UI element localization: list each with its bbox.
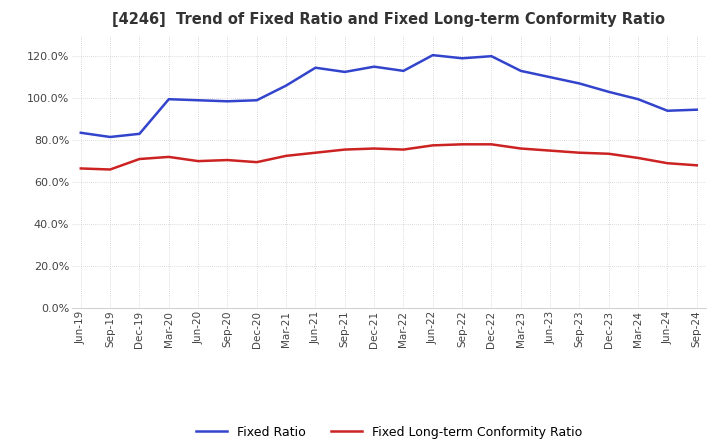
Fixed Long-term Conformity Ratio <box>399 147 408 152</box>
Fixed Ratio <box>399 68 408 73</box>
Line: Fixed Long-term Conformity Ratio: Fixed Long-term Conformity Ratio <box>81 144 697 169</box>
Fixed Long-term Conformity Ratio <box>370 146 379 151</box>
Fixed Ratio <box>282 83 290 88</box>
Fixed Ratio <box>575 81 584 86</box>
Fixed Ratio <box>106 134 114 139</box>
Fixed Long-term Conformity Ratio <box>164 154 173 160</box>
Fixed Long-term Conformity Ratio <box>135 156 144 161</box>
Fixed Ratio <box>634 96 642 102</box>
Fixed Ratio <box>223 99 232 104</box>
Fixed Ratio <box>135 131 144 136</box>
Fixed Long-term Conformity Ratio <box>76 166 85 171</box>
Title: [4246]  Trend of Fixed Ratio and Fixed Long-term Conformity Ratio: [4246] Trend of Fixed Ratio and Fixed Lo… <box>112 12 665 27</box>
Legend: Fixed Ratio, Fixed Long-term Conformity Ratio: Fixed Ratio, Fixed Long-term Conformity … <box>191 421 587 440</box>
Fixed Long-term Conformity Ratio <box>693 163 701 168</box>
Fixed Long-term Conformity Ratio <box>282 153 290 158</box>
Fixed Long-term Conformity Ratio <box>546 148 554 153</box>
Fixed Long-term Conformity Ratio <box>487 142 496 147</box>
Fixed Ratio <box>428 52 437 58</box>
Fixed Long-term Conformity Ratio <box>663 161 672 166</box>
Fixed Ratio <box>516 68 525 73</box>
Fixed Ratio <box>311 65 320 70</box>
Fixed Ratio <box>693 107 701 112</box>
Fixed Long-term Conformity Ratio <box>106 167 114 172</box>
Fixed Ratio <box>663 108 672 114</box>
Fixed Ratio <box>458 55 467 61</box>
Fixed Ratio <box>546 74 554 80</box>
Fixed Long-term Conformity Ratio <box>311 150 320 155</box>
Fixed Ratio <box>164 96 173 102</box>
Fixed Long-term Conformity Ratio <box>253 160 261 165</box>
Fixed Long-term Conformity Ratio <box>223 158 232 163</box>
Fixed Ratio <box>194 98 202 103</box>
Fixed Ratio <box>487 54 496 59</box>
Fixed Long-term Conformity Ratio <box>341 147 349 152</box>
Fixed Ratio <box>76 130 85 136</box>
Fixed Ratio <box>341 69 349 74</box>
Fixed Long-term Conformity Ratio <box>516 146 525 151</box>
Fixed Ratio <box>605 89 613 95</box>
Fixed Long-term Conformity Ratio <box>605 151 613 156</box>
Fixed Ratio <box>370 64 379 70</box>
Fixed Long-term Conformity Ratio <box>634 155 642 161</box>
Fixed Long-term Conformity Ratio <box>575 150 584 155</box>
Line: Fixed Ratio: Fixed Ratio <box>81 55 697 137</box>
Fixed Long-term Conformity Ratio <box>428 143 437 148</box>
Fixed Ratio <box>253 98 261 103</box>
Fixed Long-term Conformity Ratio <box>194 158 202 164</box>
Fixed Long-term Conformity Ratio <box>458 142 467 147</box>
